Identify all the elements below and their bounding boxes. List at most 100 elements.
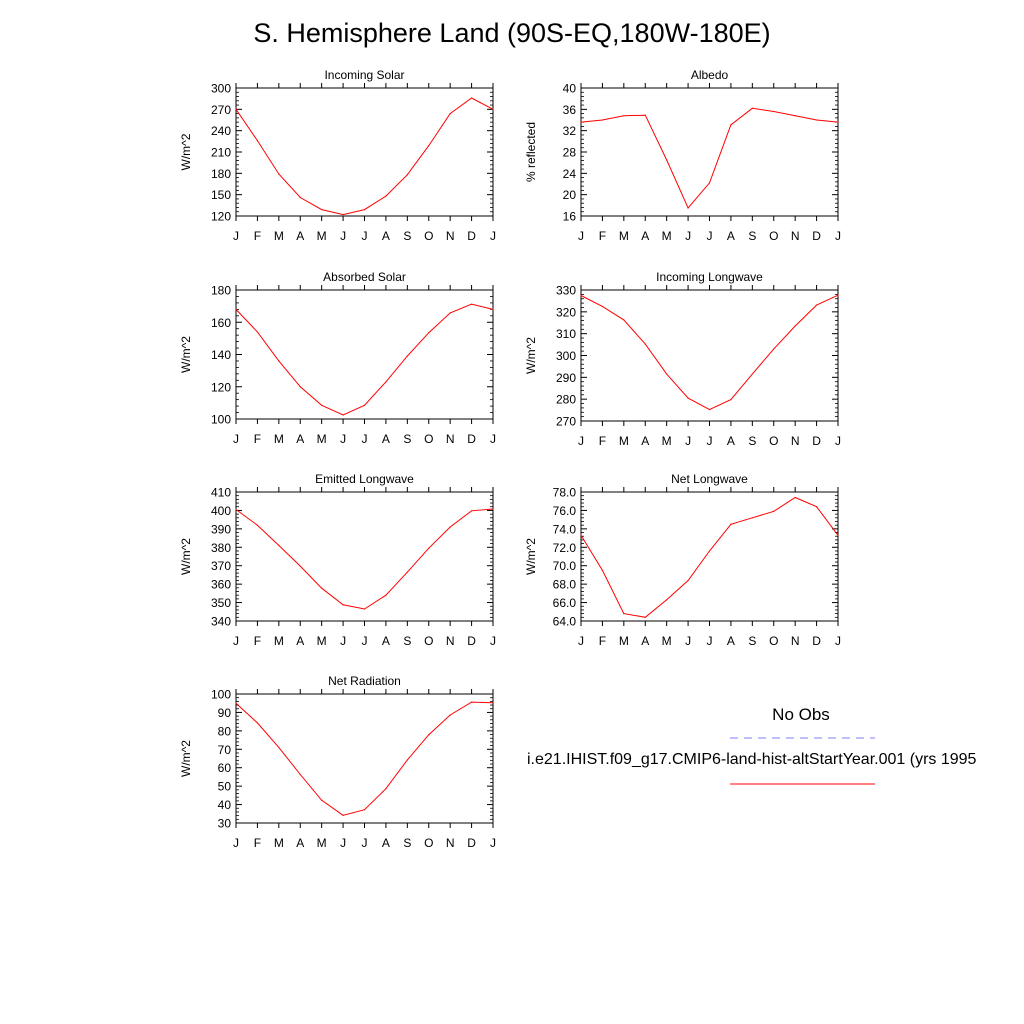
x-tick-label: J: [685, 434, 691, 448]
data-point: [794, 496, 796, 499]
data-point: [256, 331, 259, 333]
data-point: [470, 303, 473, 305]
series-line: [235, 701, 494, 816]
data-point: [730, 399, 732, 401]
data-point: [794, 325, 796, 327]
y-tick-label: 300: [556, 349, 576, 363]
y-tick-label: 72.0: [553, 541, 577, 555]
data-point: [406, 759, 408, 761]
y-tick-label: 310: [556, 327, 576, 341]
data-point: [470, 97, 473, 99]
x-tick-label: J: [362, 836, 368, 850]
plot-frame: [580, 87, 839, 217]
x-tick-label: J: [835, 434, 841, 448]
x-tick-label: A: [382, 229, 390, 243]
x-tick-label: J: [340, 634, 346, 648]
x-tick-label: F: [599, 434, 606, 448]
y-tick-label: 70.0: [553, 559, 577, 573]
legend-obs-line: [730, 737, 875, 739]
y-axis-label: W/m^2: [524, 337, 538, 374]
x-tick-label: A: [296, 634, 304, 648]
y-tick-label: 350: [211, 596, 231, 610]
x-tick-label: F: [254, 229, 261, 243]
x-tick-label: J: [707, 229, 713, 243]
data-point: [363, 404, 366, 406]
y-tick-label: 290: [556, 371, 576, 385]
data-point: [470, 701, 473, 703]
data-point: [666, 599, 668, 601]
data-point: [773, 348, 775, 350]
y-tick-label: 30: [218, 817, 232, 831]
chart-panel-4: Incoming Longwave W/m^2 270 280 290 300 310 320…: [524, 270, 841, 448]
x-tick-label: A: [727, 434, 735, 448]
x-tick-label: D: [467, 634, 476, 648]
y-tick-label: 180: [211, 284, 231, 298]
data-point: [363, 809, 366, 811]
data-point: [815, 119, 818, 121]
data-point: [730, 523, 732, 525]
legend-model-label: i.e21.IHIST.f09_g17.CMIP6-land-hist-altS…: [527, 751, 977, 768]
x-tick-label: F: [599, 634, 606, 648]
data-point: [428, 145, 430, 147]
x-tick-label: O: [769, 229, 778, 243]
x-tick-label: J: [362, 432, 368, 446]
y-tick-label: 32: [563, 124, 577, 138]
x-tick-label: S: [748, 434, 756, 448]
y-tick-label: 320: [556, 305, 576, 319]
data-point: [321, 404, 323, 406]
y-tick-label: 120: [211, 380, 231, 394]
x-tick-label: M: [619, 229, 629, 243]
y-tick-label: 100: [211, 413, 231, 427]
data-point: [256, 722, 259, 724]
x-tick-label: O: [424, 634, 433, 648]
plot-frame: [235, 491, 494, 622]
data-point: [837, 121, 839, 123]
y-tick-label: 28: [563, 146, 577, 160]
x-tick-label: J: [340, 836, 346, 850]
data-point: [773, 510, 775, 512]
data-point: [278, 360, 280, 362]
data-point: [580, 294, 582, 297]
y-axis-label: W/m^2: [179, 538, 193, 575]
x-tick-label: N: [446, 229, 455, 243]
y-tick-label: 240: [211, 124, 231, 138]
x-tick-label: O: [769, 634, 778, 648]
x-tick-label: S: [748, 634, 756, 648]
x-tick-label: N: [446, 432, 455, 446]
chart-title: Absorbed Solar: [323, 270, 406, 284]
data-point: [708, 550, 711, 552]
data-point: [751, 517, 753, 519]
x-tick-label: A: [641, 634, 649, 648]
data-point: [235, 308, 237, 310]
series-line: [580, 496, 839, 618]
data-point: [837, 294, 839, 296]
x-tick-label: F: [599, 229, 606, 243]
page-title: S. Hemisphere Land (90S-EQ,180W-180E): [253, 18, 771, 48]
x-tick-label: D: [812, 634, 821, 648]
x-tick-label: J: [835, 634, 841, 648]
x-tick-label: J: [578, 634, 584, 648]
x-tick-label: J: [490, 634, 496, 648]
y-tick-label: 66.0: [553, 596, 577, 610]
chart-panel-1: Incoming Solar W/m^2 120 150 180 210 240 270 300…: [179, 68, 496, 243]
data-point: [794, 115, 796, 117]
data-point: [406, 355, 408, 357]
data-point: [492, 308, 494, 310]
x-tick-label: M: [274, 432, 284, 446]
data-point: [363, 608, 366, 610]
chart-panel-6: Net Longwave W/m^2 64.0 66.0 68.0 70.0 72.0 74.…: [524, 472, 841, 648]
data-point: [815, 304, 818, 306]
y-tick-label: 90: [218, 706, 232, 720]
x-tick-label: M: [274, 634, 284, 648]
x-tick-label: N: [791, 434, 800, 448]
x-tick-label: N: [446, 836, 455, 850]
x-tick-label: M: [274, 229, 284, 243]
data-point: [278, 544, 280, 547]
data-point: [708, 182, 711, 184]
data-point: [256, 524, 259, 526]
data-point: [644, 114, 646, 116]
y-tick-label: 120: [211, 210, 231, 224]
x-tick-label: A: [382, 836, 390, 850]
data-point: [449, 526, 451, 528]
y-tick-label: 280: [556, 393, 576, 407]
